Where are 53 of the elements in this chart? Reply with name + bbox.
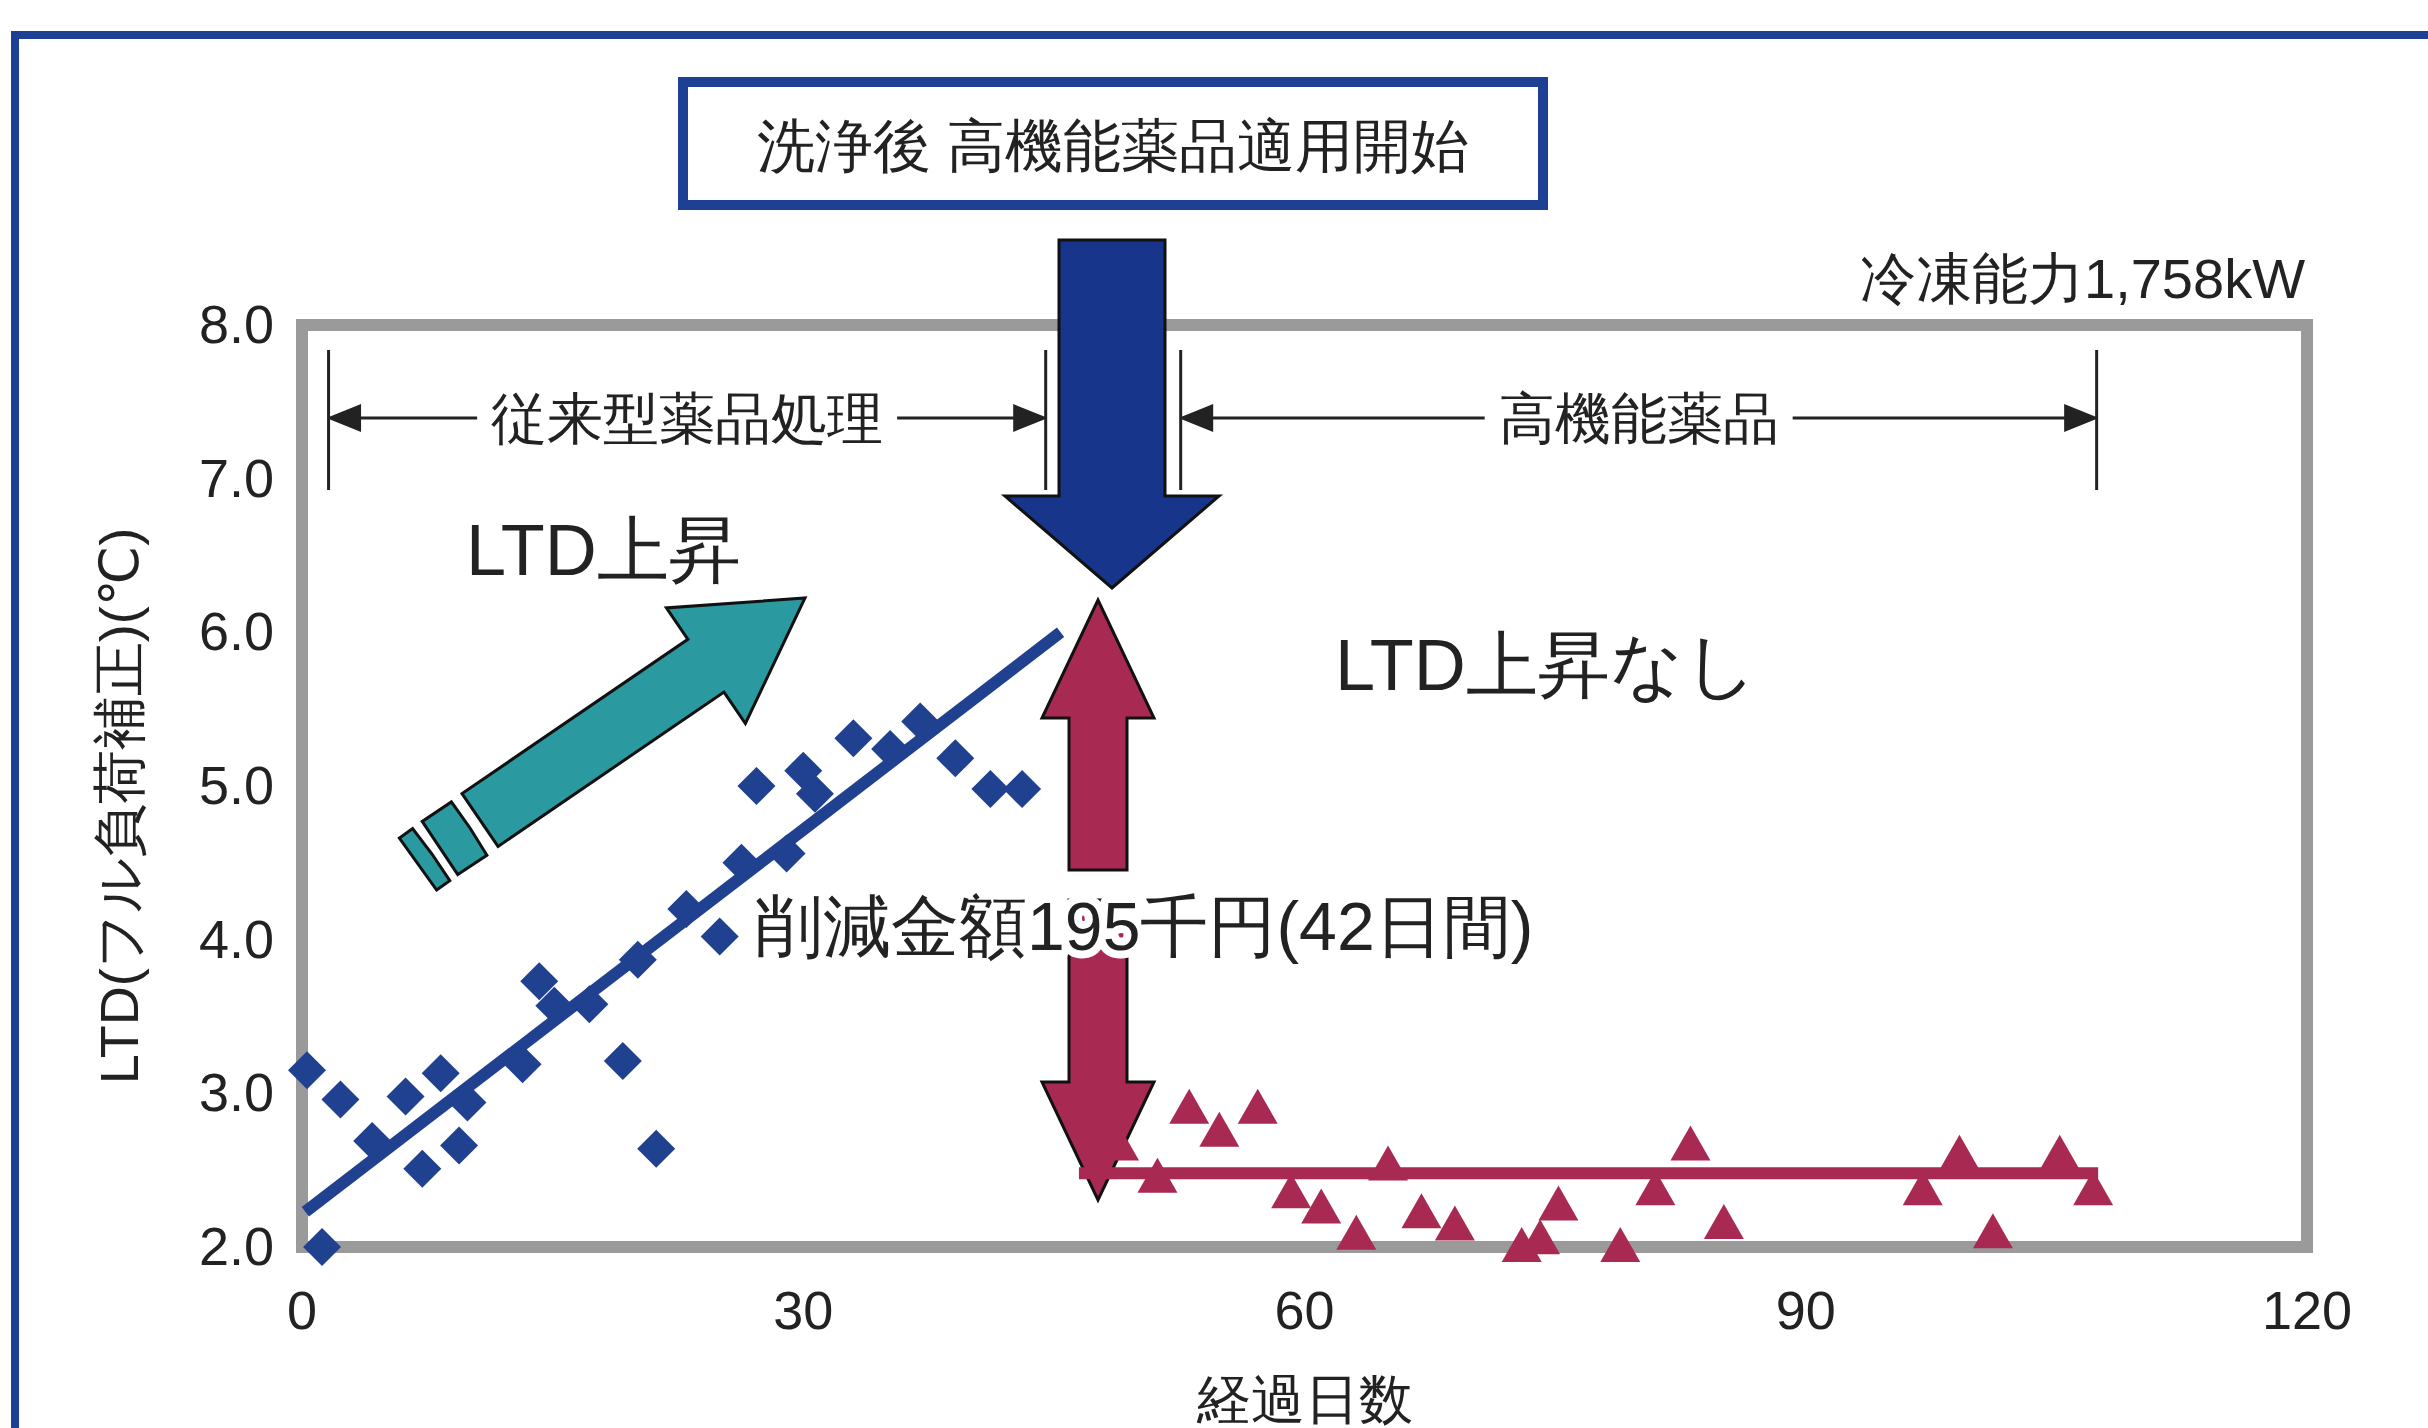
x-tick-label: 0	[286, 1280, 318, 1340]
point	[1237, 1088, 1278, 1124]
point	[1199, 1111, 1240, 1147]
y-tick-label: 7.0	[198, 447, 274, 508]
text: 洗浄後 高機能薬品適用開始	[756, 113, 1470, 178]
text: 冷凍能力1,758kW	[1860, 247, 2305, 310]
point	[1368, 1145, 1409, 1181]
x-tick-label: 90	[1775, 1280, 1836, 1340]
point	[1538, 1185, 1579, 1221]
point	[288, 1051, 327, 1090]
x-axis-title: 経過日数	[1195, 1369, 1413, 1428]
point	[440, 1126, 479, 1165]
annotation: 高機能薬品	[1498, 387, 1779, 450]
point	[795, 774, 834, 813]
y-tick-label: 5.0	[198, 755, 274, 815]
point	[1703, 1203, 1744, 1239]
point	[520, 962, 559, 1001]
x-tick-label: 120	[2261, 1280, 2353, 1340]
y-tick-label: 6.0	[198, 601, 274, 662]
annotation: LTD上昇なし	[1335, 625, 1758, 705]
point	[737, 767, 776, 805]
point	[603, 1042, 642, 1081]
point	[637, 1129, 676, 1168]
x-tick-label: 30	[773, 1280, 834, 1340]
point	[1169, 1088, 1210, 1124]
y-tick-label: 4.0	[198, 908, 274, 969]
y-axis-title: LTD(フル負荷補正)(℃)	[89, 527, 149, 1085]
point	[1401, 1193, 1442, 1229]
point	[1336, 1214, 1377, 1250]
point	[421, 1054, 460, 1093]
point	[936, 739, 975, 778]
point	[2039, 1134, 2080, 1170]
point	[1972, 1213, 2013, 1249]
annotation: LTD上昇	[466, 510, 741, 590]
point	[1600, 1227, 1641, 1262]
y-tick-label: 3.0	[198, 1062, 274, 1123]
point	[1301, 1188, 1342, 1224]
x-tick-label: 60	[1274, 1280, 1335, 1340]
point	[321, 1080, 360, 1119]
point	[1137, 1157, 1178, 1193]
point	[386, 1077, 425, 1116]
point	[1939, 1134, 1980, 1170]
point	[618, 940, 657, 979]
point	[403, 1149, 442, 1188]
point	[1670, 1125, 1711, 1161]
point	[784, 751, 823, 790]
annotation: 従来型薬品処理	[491, 387, 884, 450]
y-tick-label: 2.0	[198, 1216, 274, 1276]
point	[834, 719, 873, 758]
point	[1434, 1205, 1475, 1241]
y-tick-label: 8.0	[198, 294, 274, 354]
point	[700, 917, 739, 956]
point	[1003, 770, 1042, 809]
